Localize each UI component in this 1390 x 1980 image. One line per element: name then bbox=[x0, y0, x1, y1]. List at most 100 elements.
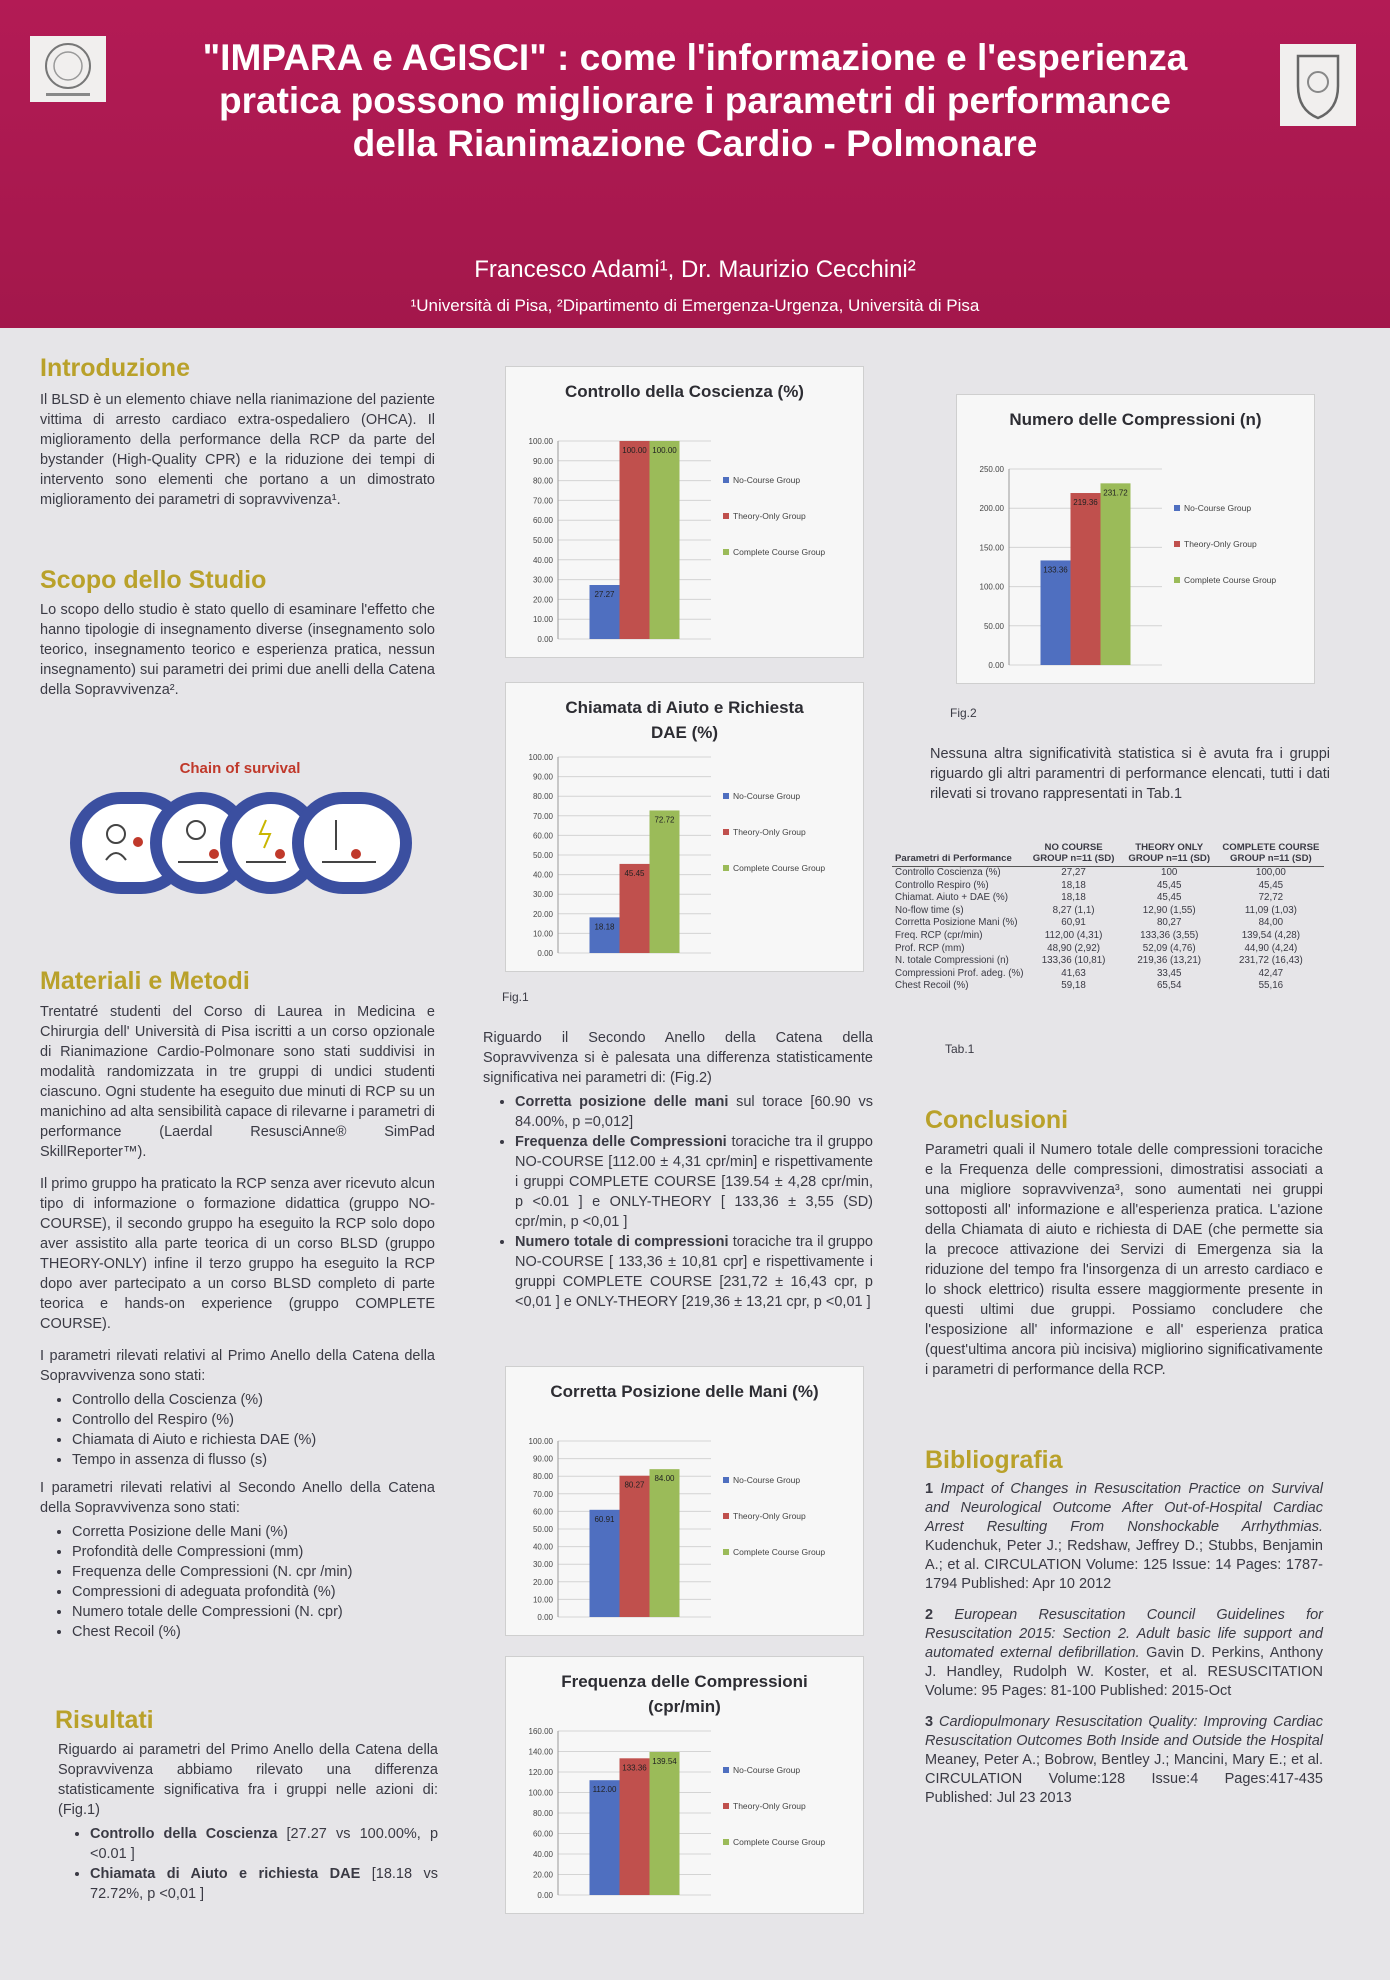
section-heading: Conclusioni bbox=[925, 1106, 1069, 1134]
y-tick-label: 40.00 bbox=[533, 1850, 554, 1859]
item-text: [18.18 vs 72.72%, p <0,01 ] bbox=[90, 1866, 438, 1902]
bar bbox=[1070, 493, 1101, 665]
y-tick-label: 40.00 bbox=[533, 1543, 554, 1552]
paragraph: Riguardo ai parametri del Primo Anello d… bbox=[58, 1742, 438, 1818]
table-cell: 72,72 bbox=[1258, 892, 1284, 904]
y-tick-label: 20.00 bbox=[533, 1871, 554, 1880]
y-tick-label: 100.00 bbox=[529, 753, 554, 762]
column-header: Parametri di Performance bbox=[895, 853, 1012, 864]
y-tick-label: 30.00 bbox=[533, 890, 554, 899]
y-tick-label: 40.00 bbox=[533, 871, 554, 880]
table-cell: No-flow time (s) bbox=[895, 904, 964, 916]
value-label: 231.72 bbox=[1103, 488, 1128, 497]
table-cell: 55,16 bbox=[1258, 980, 1284, 992]
paragraph: Il primo gruppo ha praticato la RCP senz… bbox=[40, 1176, 435, 1332]
y-tick-label: 30.00 bbox=[533, 1560, 554, 1569]
bibliography: 1 Impact of Changes in Resuscitation Pra… bbox=[925, 1480, 1323, 1820]
y-tick-label: 60.00 bbox=[533, 1830, 554, 1839]
legend-label: Theory-Only Group bbox=[1184, 539, 1257, 549]
table-cell: 18,18 bbox=[1061, 879, 1086, 891]
legend-swatch bbox=[723, 1477, 729, 1483]
y-tick-label: 30.00 bbox=[533, 576, 554, 585]
y-tick-label: 250.00 bbox=[980, 465, 1005, 474]
section-heading: Risultati bbox=[55, 1706, 154, 1734]
bar bbox=[589, 917, 620, 953]
bar bbox=[589, 585, 620, 639]
section-heading: Scopo dello Studio bbox=[40, 566, 267, 594]
table-cell: 59,18 bbox=[1061, 980, 1086, 992]
table-row: Controllo Coscienza (%) 27,27 100 100,00 bbox=[892, 867, 1324, 880]
y-tick-label: 100.00 bbox=[980, 583, 1005, 592]
section-heading: Introduzione bbox=[40, 354, 190, 382]
table-cell: 48,90 (2,92) bbox=[1047, 942, 1100, 954]
table-cell: 18,18 bbox=[1061, 892, 1086, 904]
list: Controllo della Coscienza [27.27 vs 100.… bbox=[58, 1824, 438, 1904]
chart-title: Corretta Posizione delle Mani (%) bbox=[550, 1382, 819, 1401]
chain-label: Chain of survival bbox=[179, 760, 301, 777]
table-cell: 42,47 bbox=[1258, 967, 1284, 979]
list-item: Chest Recoil (%) bbox=[72, 1622, 435, 1642]
list-item: Chiamata di Aiuto e richiesta DAE [18.18… bbox=[90, 1864, 438, 1904]
y-tick-label: 50.00 bbox=[984, 622, 1005, 631]
figure-label: Fig.2 bbox=[950, 706, 977, 720]
item-lead: Frequenza delle Compressioni bbox=[515, 1134, 727, 1150]
table-cell: 12,90 (1,55) bbox=[1142, 904, 1196, 916]
table-cell: 133,36 (10,81) bbox=[1041, 955, 1106, 967]
legend-swatch bbox=[723, 513, 729, 519]
value-label: 45.45 bbox=[624, 869, 645, 878]
legend-swatch bbox=[1174, 577, 1180, 583]
y-tick-label: 80.00 bbox=[533, 1809, 554, 1818]
y-tick-label: 0.00 bbox=[537, 1613, 553, 1622]
column-header: THEORY ONLY GROUP n=11 (SD) bbox=[1128, 842, 1211, 864]
legend-label: No-Course Group bbox=[733, 1475, 800, 1485]
table-cell: 100,00 bbox=[1255, 867, 1286, 878]
item-text: sul torace [60.90 vs 84.00%, p =0,012] bbox=[515, 1094, 873, 1130]
list-item: Chiamata di Aiuto e richiesta DAE (%) bbox=[72, 1430, 435, 1450]
paragraph: Il BLSD è un elemento chiave nella riani… bbox=[40, 392, 435, 508]
table-cell: 133,36 (3,55) bbox=[1140, 929, 1199, 941]
y-tick-label: 20.00 bbox=[533, 1578, 554, 1587]
results-table: Parametri di Performance NO COURSE GROUP … bbox=[892, 842, 1324, 993]
column-header: NO COURSE GROUP n=11 (SD) bbox=[1032, 842, 1115, 864]
table-row: Freq. RCP (cpr/min) 112,00 (4,31) 133,36 (… bbox=[892, 930, 1324, 943]
legend-label: Theory-Only Group bbox=[733, 827, 806, 837]
y-tick-label: 60.00 bbox=[533, 1507, 554, 1516]
y-tick-label: 70.00 bbox=[533, 1490, 554, 1499]
table-cell: 33,45 bbox=[1156, 967, 1182, 979]
legend-swatch bbox=[723, 1803, 729, 1809]
legend-label: Complete Course Group bbox=[733, 1547, 825, 1557]
bar bbox=[619, 1758, 650, 1895]
table-cell: 45,45 bbox=[1258, 879, 1284, 891]
y-tick-label: 50.00 bbox=[533, 851, 554, 860]
paragraph: Nessuna altra significatività statistica… bbox=[930, 746, 1330, 802]
legend-swatch bbox=[723, 829, 729, 835]
chart: 0.00 10.00 20.00 30.00 40.00 50.00 60.00 70.00 8… bbox=[529, 437, 826, 644]
reference-title: European Resuscitation Council Guideline… bbox=[925, 1607, 1323, 1661]
bar bbox=[589, 1509, 620, 1617]
chart-title: Chiamata di Aiuto e Richiesta DAE (%) bbox=[565, 698, 804, 742]
item-text: [27.27 vs 100.00%, p <0.01 ] bbox=[90, 1826, 439, 1862]
value-label: 72.72 bbox=[654, 815, 675, 824]
table-row: Controllo Respiro (%) 18,18 45,45 45,45 bbox=[892, 880, 1324, 893]
reference-number: 1 bbox=[925, 1481, 934, 1497]
section-heading: Materiali e Metodi bbox=[40, 967, 250, 995]
y-tick-label: 90.00 bbox=[533, 457, 554, 466]
table-cell: 44,90 (4,24) bbox=[1244, 942, 1298, 954]
table-cell: 80,27 bbox=[1156, 917, 1182, 929]
y-tick-label: 80.00 bbox=[533, 792, 554, 801]
value-label: 100.00 bbox=[652, 446, 677, 455]
table-label: Tab.1 bbox=[945, 1042, 975, 1056]
value-label: 219.36 bbox=[1073, 498, 1098, 507]
list: Corretta posizione delle mani sul torace… bbox=[483, 1092, 873, 1312]
legend-label: Complete Course Group bbox=[1184, 575, 1276, 585]
paragraph: Trentatré studenti del Corso di Laurea i… bbox=[40, 1004, 435, 1160]
list-item: Corretta Posizione delle Mani (%) bbox=[72, 1522, 435, 1542]
reference-number: 2 bbox=[925, 1607, 934, 1623]
affiliations: ¹Università di Pisa, ²Dipartimento di Em… bbox=[410, 296, 980, 315]
list-item: Frequenza delle Compressioni toraciche t… bbox=[515, 1132, 873, 1232]
list-item: Numero totale delle Compressioni (N. cpr… bbox=[72, 1602, 435, 1622]
y-tick-label: 100.00 bbox=[529, 1437, 554, 1446]
legend-swatch bbox=[1174, 505, 1180, 511]
y-tick-label: 100.00 bbox=[529, 437, 554, 446]
